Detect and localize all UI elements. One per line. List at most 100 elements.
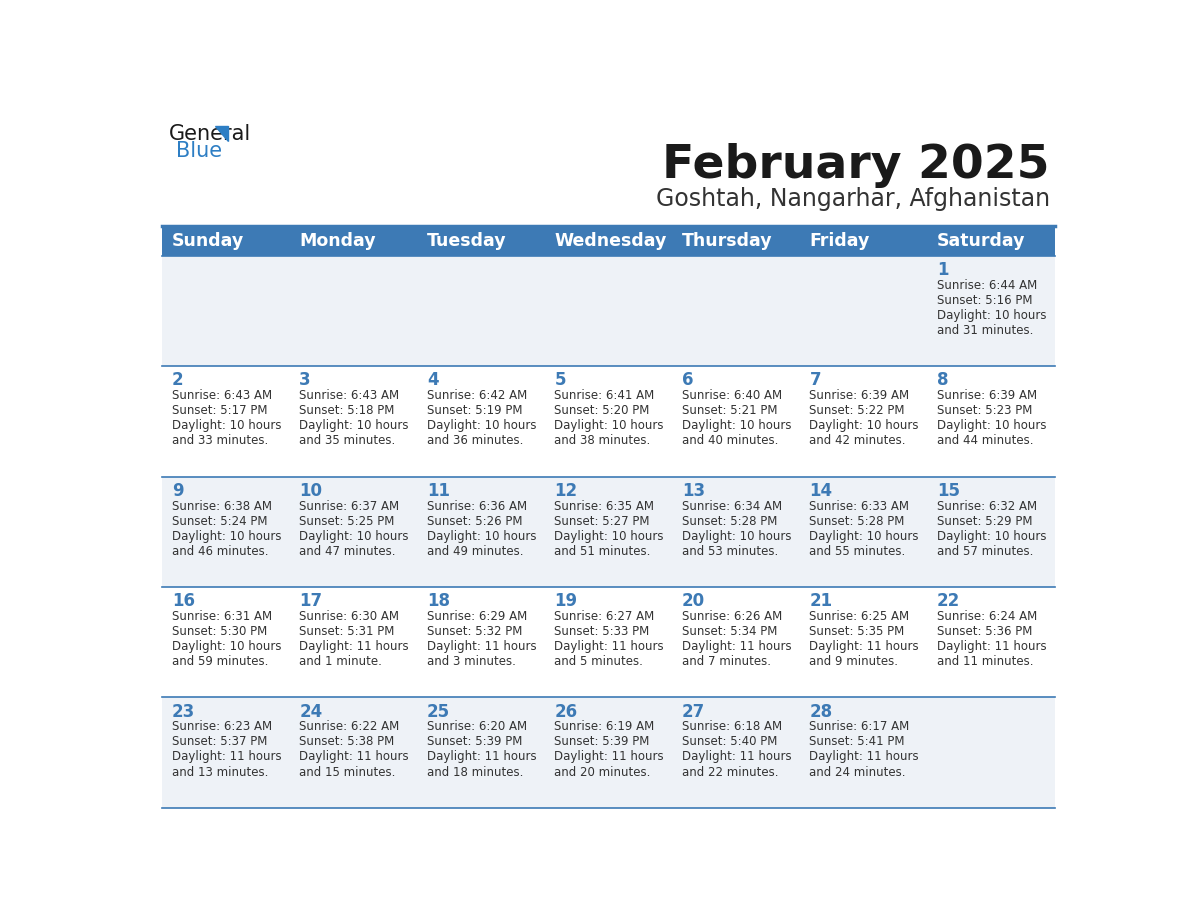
Text: Daylight: 11 hours: Daylight: 11 hours [426, 751, 537, 764]
Text: Sunrise: 6:44 AM: Sunrise: 6:44 AM [937, 279, 1037, 292]
Text: 2: 2 [172, 372, 183, 389]
Text: Sunrise: 6:36 AM: Sunrise: 6:36 AM [426, 499, 527, 512]
Text: 26: 26 [555, 703, 577, 721]
Text: Daylight: 11 hours: Daylight: 11 hours [809, 640, 920, 653]
Text: Sunset: 5:24 PM: Sunset: 5:24 PM [172, 515, 267, 528]
Bar [290, 698, 417, 808]
Text: Sunrise: 6:20 AM: Sunrise: 6:20 AM [426, 721, 527, 733]
Text: Sunrise: 6:39 AM: Sunrise: 6:39 AM [809, 389, 910, 402]
Text: Daylight: 10 hours: Daylight: 10 hours [937, 530, 1047, 543]
Text: Daylight: 11 hours: Daylight: 11 hours [682, 640, 791, 653]
Text: and 59 minutes.: and 59 minutes. [172, 655, 268, 668]
Text: 18: 18 [426, 592, 450, 610]
Text: 23: 23 [172, 703, 195, 721]
Text: Daylight: 10 hours: Daylight: 10 hours [809, 530, 920, 543]
Text: and 51 minutes.: and 51 minutes. [555, 544, 651, 557]
Text: Sunset: 5:34 PM: Sunset: 5:34 PM [682, 625, 777, 638]
Bar [163, 476, 290, 587]
Text: Sunset: 5:27 PM: Sunset: 5:27 PM [555, 515, 650, 528]
Text: Sunrise: 6:32 AM: Sunrise: 6:32 AM [937, 499, 1037, 512]
Text: 20: 20 [682, 592, 704, 610]
Text: Sunset: 5:29 PM: Sunset: 5:29 PM [937, 515, 1032, 528]
Text: and 46 minutes.: and 46 minutes. [172, 544, 268, 557]
Text: and 55 minutes.: and 55 minutes. [809, 544, 905, 557]
Text: Sunrise: 6:25 AM: Sunrise: 6:25 AM [809, 610, 910, 623]
Text: Sunrise: 6:29 AM: Sunrise: 6:29 AM [426, 610, 527, 623]
Bar [163, 227, 1055, 256]
Text: 24: 24 [299, 703, 323, 721]
Text: Daylight: 10 hours: Daylight: 10 hours [555, 420, 664, 432]
Text: and 40 minutes.: and 40 minutes. [682, 434, 778, 447]
Text: and 9 minutes.: and 9 minutes. [809, 655, 898, 668]
Text: Sunrise: 6:18 AM: Sunrise: 6:18 AM [682, 721, 782, 733]
Bar [417, 698, 545, 808]
Text: and 31 minutes.: and 31 minutes. [937, 324, 1034, 337]
Text: Daylight: 11 hours: Daylight: 11 hours [809, 751, 920, 764]
Polygon shape [215, 127, 228, 141]
Text: General: General [169, 124, 251, 144]
Text: Daylight: 11 hours: Daylight: 11 hours [172, 751, 282, 764]
Text: 19: 19 [555, 592, 577, 610]
Bar [545, 587, 672, 698]
Text: and 22 minutes.: and 22 minutes. [682, 766, 778, 778]
Text: and 57 minutes.: and 57 minutes. [937, 544, 1034, 557]
Text: 13: 13 [682, 482, 704, 500]
Text: Daylight: 10 hours: Daylight: 10 hours [172, 420, 282, 432]
Text: Sunday: Sunday [172, 232, 244, 251]
Text: 8: 8 [937, 372, 948, 389]
Text: Daylight: 10 hours: Daylight: 10 hours [682, 420, 791, 432]
Bar [672, 256, 801, 366]
Text: 21: 21 [809, 592, 833, 610]
Text: Goshtah, Nangarhar, Afghanistan: Goshtah, Nangarhar, Afghanistan [656, 187, 1050, 211]
Text: Daylight: 10 hours: Daylight: 10 hours [555, 530, 664, 543]
Text: 11: 11 [426, 482, 450, 500]
Bar [163, 366, 290, 476]
Text: and 47 minutes.: and 47 minutes. [299, 544, 396, 557]
Text: Daylight: 11 hours: Daylight: 11 hours [426, 640, 537, 653]
Bar [417, 256, 545, 366]
Text: Daylight: 11 hours: Daylight: 11 hours [682, 751, 791, 764]
Text: Friday: Friday [809, 232, 870, 251]
Text: Sunset: 5:21 PM: Sunset: 5:21 PM [682, 404, 777, 417]
Text: Sunrise: 6:34 AM: Sunrise: 6:34 AM [682, 499, 782, 512]
Text: 15: 15 [937, 482, 960, 500]
Text: Sunset: 5:26 PM: Sunset: 5:26 PM [426, 515, 523, 528]
Text: Sunrise: 6:31 AM: Sunrise: 6:31 AM [172, 610, 272, 623]
Text: and 24 minutes.: and 24 minutes. [809, 766, 906, 778]
Bar [801, 256, 928, 366]
Bar [928, 366, 1055, 476]
Bar [290, 366, 417, 476]
Bar [290, 587, 417, 698]
Text: Sunrise: 6:40 AM: Sunrise: 6:40 AM [682, 389, 782, 402]
Text: Tuesday: Tuesday [426, 232, 506, 251]
Text: and 7 minutes.: and 7 minutes. [682, 655, 771, 668]
Text: Daylight: 10 hours: Daylight: 10 hours [809, 420, 920, 432]
Text: Sunset: 5:40 PM: Sunset: 5:40 PM [682, 735, 777, 748]
Text: 6: 6 [682, 372, 694, 389]
Bar [290, 256, 417, 366]
Text: Sunset: 5:28 PM: Sunset: 5:28 PM [809, 515, 905, 528]
Text: Sunrise: 6:41 AM: Sunrise: 6:41 AM [555, 389, 655, 402]
Text: Daylight: 10 hours: Daylight: 10 hours [937, 308, 1047, 322]
Bar [545, 476, 672, 587]
Text: Monday: Monday [299, 232, 375, 251]
Text: and 49 minutes.: and 49 minutes. [426, 544, 524, 557]
Text: Daylight: 10 hours: Daylight: 10 hours [426, 420, 536, 432]
Bar [801, 366, 928, 476]
Text: Thursday: Thursday [682, 232, 772, 251]
Bar [928, 476, 1055, 587]
Bar [801, 476, 928, 587]
Text: Sunset: 5:36 PM: Sunset: 5:36 PM [937, 625, 1032, 638]
Text: Sunset: 5:39 PM: Sunset: 5:39 PM [555, 735, 650, 748]
Text: 17: 17 [299, 592, 322, 610]
Text: Sunset: 5:41 PM: Sunset: 5:41 PM [809, 735, 905, 748]
Text: Sunset: 5:17 PM: Sunset: 5:17 PM [172, 404, 267, 417]
Text: Sunset: 5:38 PM: Sunset: 5:38 PM [299, 735, 394, 748]
Text: and 18 minutes.: and 18 minutes. [426, 766, 523, 778]
Bar [672, 698, 801, 808]
Text: Sunset: 5:20 PM: Sunset: 5:20 PM [555, 404, 650, 417]
Text: Sunrise: 6:43 AM: Sunrise: 6:43 AM [299, 389, 399, 402]
Text: Sunrise: 6:33 AM: Sunrise: 6:33 AM [809, 499, 910, 512]
Text: Sunrise: 6:24 AM: Sunrise: 6:24 AM [937, 610, 1037, 623]
Bar [545, 256, 672, 366]
